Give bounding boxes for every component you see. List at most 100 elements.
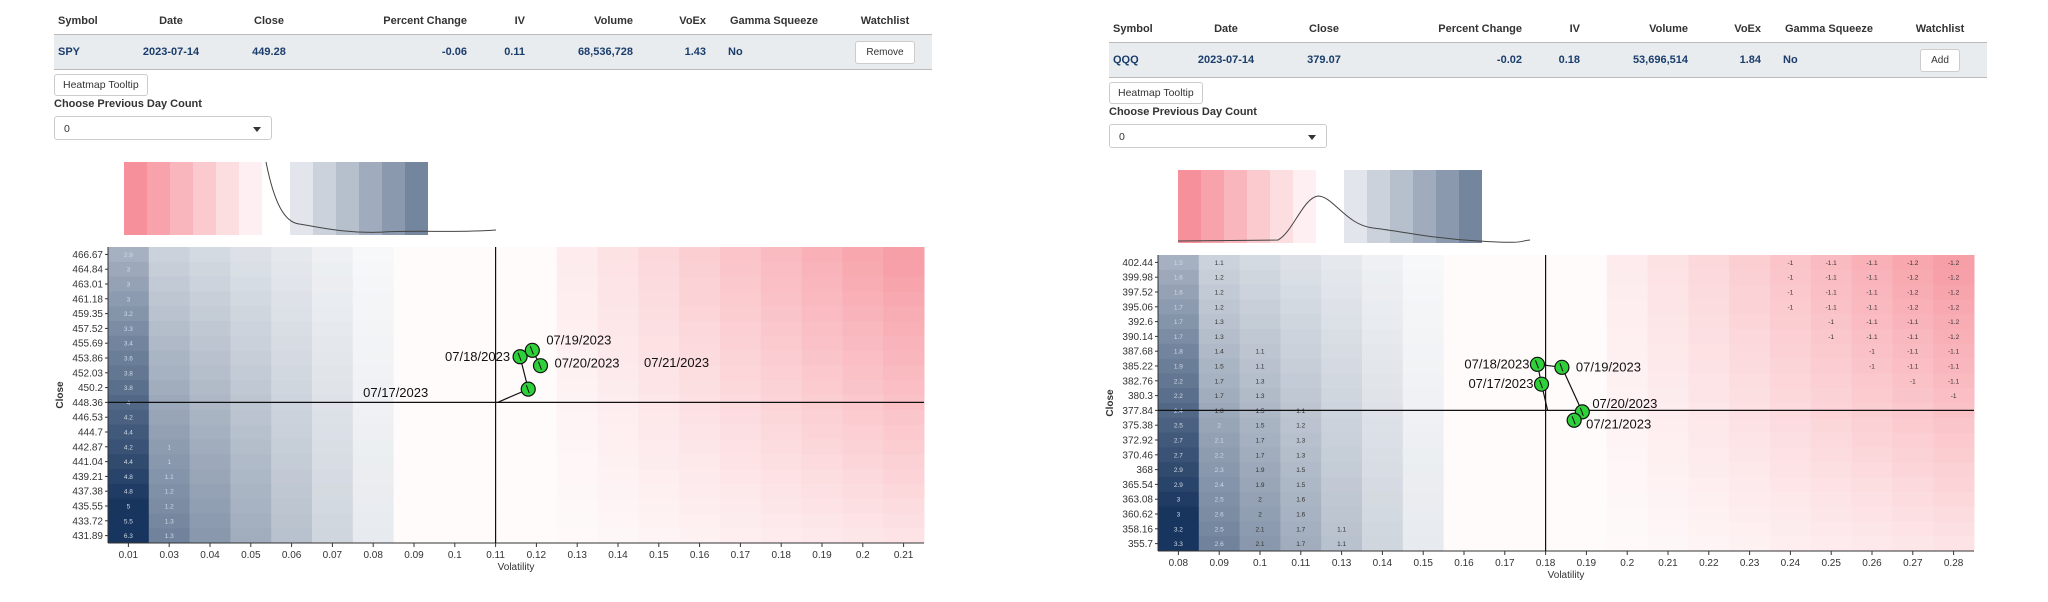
heatmap-cell xyxy=(393,439,435,455)
x-tick-label: 0.04 xyxy=(200,550,220,561)
heatmap-cell xyxy=(108,276,150,292)
previous-day-count-select[interactable]: 0 xyxy=(54,116,272,140)
y-tick-label: 382.76 xyxy=(1122,376,1153,387)
header-percent-change: Percent Change xyxy=(1368,16,1526,43)
heatmap-cell xyxy=(760,247,803,263)
heatmap-cell xyxy=(1402,506,1445,522)
legend-red-swatch xyxy=(216,162,239,235)
heatmap-cell xyxy=(1729,432,1771,448)
heatmap-cell xyxy=(1402,432,1445,448)
heatmap-cell xyxy=(1443,491,1485,508)
heatmap-cell xyxy=(883,291,925,307)
heatmap-cell-label: -1.1 xyxy=(1866,260,1878,267)
heatmap-cell xyxy=(516,261,558,278)
heatmap-cell xyxy=(434,261,476,278)
remove-watchlist-button[interactable]: Remove xyxy=(855,40,915,64)
heatmap-cell xyxy=(1484,388,1526,404)
table-row: QQQ 2023-07-14 379.07 -0.02 0.18 53,696,… xyxy=(1109,42,1987,78)
heatmap-cell xyxy=(108,291,150,307)
y-tick-label: 459.35 xyxy=(72,309,103,320)
heatmap-cell xyxy=(801,439,843,455)
heatmap-cell-label: -1.1 xyxy=(1826,260,1838,267)
heatmap-cell xyxy=(1647,373,1689,389)
heatmap-cell xyxy=(842,306,884,322)
heatmap-cell xyxy=(312,483,354,500)
heatmap-cell xyxy=(148,247,191,263)
heatmap-cell xyxy=(393,454,435,470)
heatmap-cell-label: 1.1 xyxy=(165,474,174,481)
y-tick-label: 446.53 xyxy=(72,413,103,424)
heatmap-cell xyxy=(679,335,721,352)
heatmap-cell-label: 2.5 xyxy=(1215,497,1224,504)
heatmap-cell xyxy=(148,513,191,529)
legend-blue-swatch xyxy=(359,162,382,235)
heatmap-cell xyxy=(352,439,395,455)
heatmap-tooltip-button[interactable]: Heatmap Tooltip xyxy=(54,74,148,96)
heatmap-cell xyxy=(556,528,599,544)
heatmap-cell xyxy=(760,291,803,307)
heatmap-cell xyxy=(597,498,639,514)
heatmap-cell-label: 1.2 xyxy=(1215,275,1224,282)
day-marker-label: 07/17/2023 xyxy=(363,385,428,400)
heatmap-cell xyxy=(148,350,191,366)
y-tick-label: 433.72 xyxy=(72,516,103,527)
heatmap-cell xyxy=(801,291,843,307)
heatmap-cell xyxy=(1484,521,1526,537)
heatmap-cell xyxy=(230,483,272,500)
day-marker-tick xyxy=(1559,363,1564,372)
heatmap-cell-label: -1.2 xyxy=(1948,260,1960,267)
heatmap-cell xyxy=(679,498,721,514)
heatmap-cell xyxy=(312,454,354,470)
heatmap-cell xyxy=(1810,477,1853,493)
y-tick-label: 375.38 xyxy=(1122,421,1153,432)
legend-blue-swatch xyxy=(1367,170,1390,243)
heatmap-cell xyxy=(516,469,558,485)
heatmap-cell xyxy=(801,528,843,544)
heatmap-cell-label: 1.3 xyxy=(1255,378,1264,385)
heatmap-cell-label: 2.4 xyxy=(1174,408,1183,415)
heatmap-cell-label: 1.7 xyxy=(1215,378,1224,385)
header-voex: VoEx xyxy=(637,8,710,35)
heatmap-cell-label: 1.1 xyxy=(1296,408,1305,415)
previous-day-count-select[interactable]: 0 xyxy=(1109,124,1327,148)
heatmap-cell-label: 2.6 xyxy=(1215,512,1224,519)
heatmap-tooltip-button[interactable]: Heatmap Tooltip xyxy=(1109,82,1203,104)
heatmap-cell xyxy=(148,424,191,440)
heatmap-cell xyxy=(352,365,395,381)
heatmap-cell xyxy=(1892,255,1934,271)
heatmap-cell xyxy=(1892,447,1934,463)
heatmap-cell xyxy=(230,291,272,307)
x-tick-label: 0.13 xyxy=(1332,558,1352,569)
x-tick-label: 0.22 xyxy=(1699,558,1719,569)
heatmap-cell xyxy=(516,321,558,337)
heatmap-cell xyxy=(271,321,313,337)
y-tick-label: 453.86 xyxy=(72,354,103,365)
heatmap-cell-label: 2.1 xyxy=(1215,438,1224,445)
heatmap-cell xyxy=(1892,536,1934,552)
heatmap-cell xyxy=(638,276,680,292)
heatmap-cell xyxy=(1566,447,1608,463)
heatmap-cell xyxy=(1321,417,1363,434)
heatmap-cell xyxy=(1443,343,1485,360)
heatmap-cell xyxy=(1280,343,1322,360)
heatmap-cell xyxy=(1933,477,1975,493)
heatmap-cell xyxy=(842,350,884,366)
x-tick-label: 0.24 xyxy=(1781,558,1801,569)
heatmap-cell xyxy=(1198,284,1241,300)
heatmap-cell xyxy=(1851,269,1893,286)
heatmap-cell-label: 3.3 xyxy=(124,326,133,333)
heatmap-cell xyxy=(1158,506,1200,522)
heatmap-cell xyxy=(720,365,762,381)
day-marker-tick xyxy=(529,346,534,355)
heatmap-cell xyxy=(556,439,599,455)
heatmap-cell xyxy=(1606,521,1649,537)
heatmap-cell xyxy=(230,261,272,278)
heatmap-cell-label: 1.5 xyxy=(1255,408,1264,415)
daily-markers: 07/17/2023 07/18/2023 07/19/2023 07/20/2023… xyxy=(1464,356,1657,431)
x-tick-label: 0.21 xyxy=(894,550,914,561)
heatmap-cell xyxy=(312,380,354,396)
heatmap-cell xyxy=(189,439,231,455)
heatmap-cell xyxy=(1851,477,1893,493)
heatmap-cell xyxy=(1402,329,1445,345)
add-watchlist-button[interactable]: Add xyxy=(1920,48,1960,72)
